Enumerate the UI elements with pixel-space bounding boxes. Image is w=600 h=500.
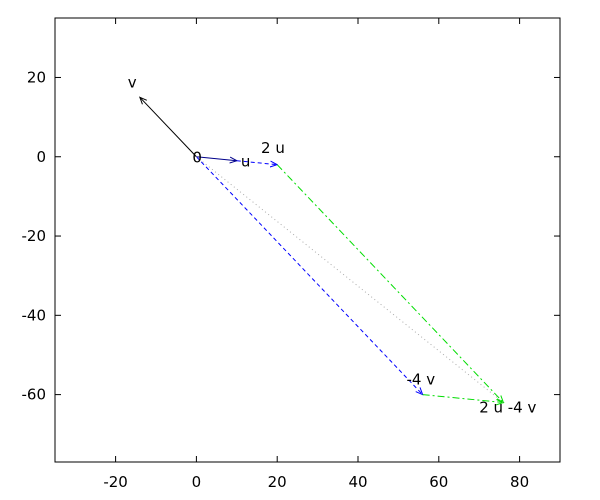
plot-frame [54, 17, 561, 463]
segment-v [140, 97, 197, 158]
annotation-label: u [241, 153, 251, 171]
segment-u [196, 156, 236, 161]
vector-segments [140, 97, 504, 402]
y-axis-ticks: 20 0 -20 -40 -60 [22, 68, 560, 404]
y-tick-label: 0 [36, 148, 46, 166]
x-tick-label: 0 [192, 473, 202, 491]
x-tick-label: 80 [510, 473, 529, 491]
annotation-label: v [128, 73, 137, 91]
y-tick-label: -60 [22, 386, 47, 404]
y-tick-label: 20 [27, 68, 46, 86]
annotation-label: 0 [192, 149, 202, 167]
vector-labels: v 0 u 2 u -4 v 2 u -4 v [128, 73, 537, 416]
segment-neg4v [196, 156, 422, 395]
x-tick-label: 20 [268, 473, 287, 491]
y-tick-label: -40 [22, 306, 47, 324]
y-tick-label: -20 [22, 227, 47, 245]
annotation-label: 2 u -4 v [479, 398, 536, 416]
x-tick-label: 40 [348, 473, 367, 491]
annotation-label: -4 v [406, 371, 435, 389]
x-axis-ticks: -20 0 20 40 60 80 [103, 18, 529, 491]
segment-neg4v-to-sum [422, 394, 504, 403]
annotation-label: 2 u [261, 139, 285, 157]
x-tick-label: 60 [429, 473, 448, 491]
x-tick-label: -20 [103, 473, 128, 491]
segment-diagonal [196, 156, 504, 403]
segment-2u-to-sum [276, 164, 503, 403]
